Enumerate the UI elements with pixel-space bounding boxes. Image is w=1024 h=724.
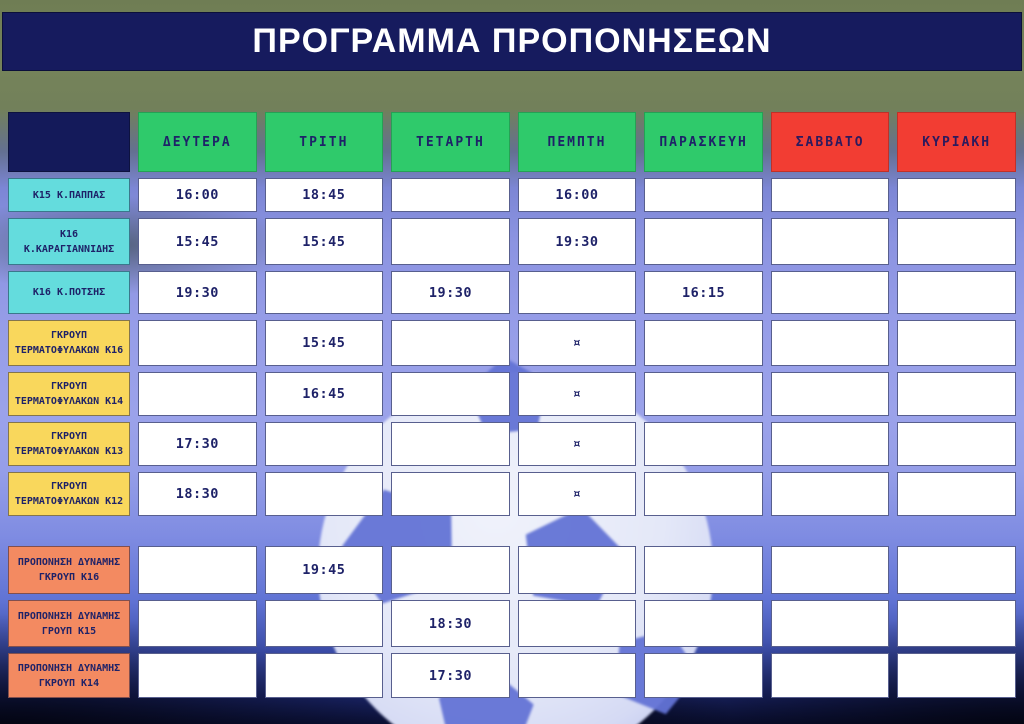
row-label-k16-potsis: Κ16 Κ.ΠΟΤΣΗΣ bbox=[8, 271, 130, 314]
schedule-cell bbox=[897, 653, 1016, 698]
schedule-cell bbox=[770, 320, 890, 366]
schedule-cell bbox=[391, 472, 510, 516]
schedule-cell bbox=[770, 271, 890, 314]
schedule-cell bbox=[644, 422, 763, 466]
schedule-cell: 15:45 bbox=[264, 218, 384, 265]
schedule-cell: 16:00 bbox=[138, 178, 257, 212]
row-label-strength-k16: ΠΡΟΠΟΝΗΣΗ ΔΥΝΑΜΗΣ ΓΚΡΟΥΠ Κ16 bbox=[8, 546, 130, 594]
schedule-cell bbox=[897, 422, 1016, 466]
table-section-gap bbox=[8, 522, 1016, 540]
page-title: ΠΡΟΓΡΑΜΜΑ ΠΡΟΠΟΝΗΣΕΩΝ bbox=[252, 22, 772, 60]
schedule-cell: 17:30 bbox=[138, 422, 257, 466]
schedule-cell bbox=[770, 178, 890, 212]
schedule-cell bbox=[517, 600, 637, 647]
schedule-cell bbox=[897, 218, 1016, 265]
day-header-friday: ΠΑΡΑΣΚΕΥΗ bbox=[644, 112, 763, 172]
schedule-cell bbox=[264, 422, 384, 466]
schedule-cell bbox=[770, 472, 890, 516]
title-banner: ΠΡΟΓΡΑΜΜΑ ΠΡΟΠΟΝΗΣΕΩΝ bbox=[2, 12, 1022, 71]
schedule-cell bbox=[770, 600, 890, 647]
day-header-saturday: ΣΑΒΒΑΤΟ bbox=[770, 112, 890, 172]
schedule-cell: ¤ bbox=[517, 320, 637, 366]
schedule-table: ΔΕΥΤΕΡΑ ΤΡΙΤΗ ΤΕΤΑΡΤΗ ΠΕΜΠΤΗ ΠΑΡΑΣΚΕΥΗ Σ… bbox=[8, 112, 1016, 698]
schedule-cell bbox=[391, 422, 510, 466]
schedule-cell bbox=[644, 546, 763, 594]
schedule-cell bbox=[264, 472, 384, 516]
schedule-cell bbox=[897, 600, 1016, 647]
day-header-thursday: ΠΕΜΠΤΗ bbox=[517, 112, 637, 172]
schedule-cell bbox=[770, 372, 890, 416]
row-label-goalkeepers-k13: ΓΚΡΟΥΠ ΤΕΡΜΑΤΟΦΥΛΑΚΩΝ Κ13 bbox=[8, 422, 130, 466]
schedule-cell bbox=[138, 546, 257, 594]
schedule-cell: 16:00 bbox=[517, 178, 637, 212]
schedule-cell: 19:30 bbox=[391, 271, 510, 314]
table-corner-cell bbox=[8, 112, 130, 172]
schedule-cell bbox=[644, 600, 763, 647]
row-label-strength-k14: ΠΡΟΠΟΝΗΣΗ ΔΥΝΑΜΗΣ ΓΚΡΟΥΠ Κ14 bbox=[8, 653, 130, 698]
schedule-cell: 19:30 bbox=[517, 218, 637, 265]
schedule-cell: 19:30 bbox=[138, 271, 257, 314]
row-label-goalkeepers-k16: ΓΚΡΟΥΠ ΤΕΡΜΑΤΟΦΥΛΑΚΩΝ Κ16 bbox=[8, 320, 130, 366]
schedule-cell: ¤ bbox=[517, 422, 637, 466]
schedule-cell bbox=[770, 422, 890, 466]
row-label-goalkeepers-k12: ΓΚΡΟΥΠ ΤΕΡΜΑΤΟΦΥΛΑΚΩΝ Κ12 bbox=[8, 472, 130, 516]
schedule-cell: 16:15 bbox=[644, 271, 763, 314]
schedule-cell bbox=[897, 546, 1016, 594]
schedule-cell bbox=[644, 320, 763, 366]
schedule-cell bbox=[644, 178, 763, 212]
schedule-cell: ¤ bbox=[517, 472, 637, 516]
schedule-cell bbox=[644, 372, 763, 416]
schedule-cell bbox=[897, 472, 1016, 516]
schedule-cell: 15:45 bbox=[264, 320, 384, 366]
schedule-cell: 16:45 bbox=[264, 372, 384, 416]
schedule-cell bbox=[391, 178, 510, 212]
schedule-cell bbox=[138, 372, 257, 416]
schedule-cell bbox=[644, 472, 763, 516]
schedule-cell bbox=[138, 653, 257, 698]
schedule-cell bbox=[391, 218, 510, 265]
day-header-tuesday: ΤΡΙΤΗ bbox=[264, 112, 384, 172]
schedule-cell bbox=[391, 372, 510, 416]
schedule-cell bbox=[264, 600, 384, 647]
day-header-monday: ΔΕΥΤΕΡΑ bbox=[138, 112, 257, 172]
schedule-cell bbox=[517, 653, 637, 698]
schedule-cell bbox=[770, 546, 890, 594]
day-header-sunday: ΚΥΡΙΑΚΗ bbox=[897, 112, 1016, 172]
schedule-cell: ¤ bbox=[517, 372, 637, 416]
schedule-cell: 17:30 bbox=[391, 653, 510, 698]
row-label-goalkeepers-k14: ΓΚΡΟΥΠ ΤΕΡΜΑΤΟΦΥΛΑΚΩΝ Κ14 bbox=[8, 372, 130, 416]
schedule-cell bbox=[897, 178, 1016, 212]
schedule-cell bbox=[644, 653, 763, 698]
schedule-cell: 18:30 bbox=[391, 600, 510, 647]
schedule-cell bbox=[391, 546, 510, 594]
schedule-cell bbox=[138, 320, 257, 366]
schedule-cell: 19:45 bbox=[264, 546, 384, 594]
row-label-k15-pappas: Κ15 Κ.ΠΑΠΠΑΣ bbox=[8, 178, 130, 212]
schedule-cell bbox=[264, 271, 384, 314]
schedule-cell bbox=[897, 271, 1016, 314]
row-label-strength-k15: ΠΡΟΠΟΝΗΣΗ ΔΥΝΑΜΗΣ ΓΡΟΥΠ Κ15 bbox=[8, 600, 130, 647]
schedule-cell bbox=[138, 600, 257, 647]
schedule-cell bbox=[770, 218, 890, 265]
schedule-cell bbox=[264, 653, 384, 698]
schedule-cell: 18:30 bbox=[138, 472, 257, 516]
schedule-cell bbox=[644, 218, 763, 265]
schedule-cell: 18:45 bbox=[264, 178, 384, 212]
schedule-cell bbox=[517, 271, 637, 314]
schedule-cell bbox=[897, 372, 1016, 416]
schedule-cell: 15:45 bbox=[138, 218, 257, 265]
row-label-k16-karagiannidis: Κ16 Κ.ΚΑΡΑΓΙΑΝΝΙΔΗΣ bbox=[8, 218, 130, 265]
schedule-cell bbox=[897, 320, 1016, 366]
day-header-wednesday: ΤΕΤΑΡΤΗ bbox=[391, 112, 510, 172]
schedule-cell bbox=[770, 653, 890, 698]
schedule-cell bbox=[391, 320, 510, 366]
schedule-cell bbox=[517, 546, 637, 594]
